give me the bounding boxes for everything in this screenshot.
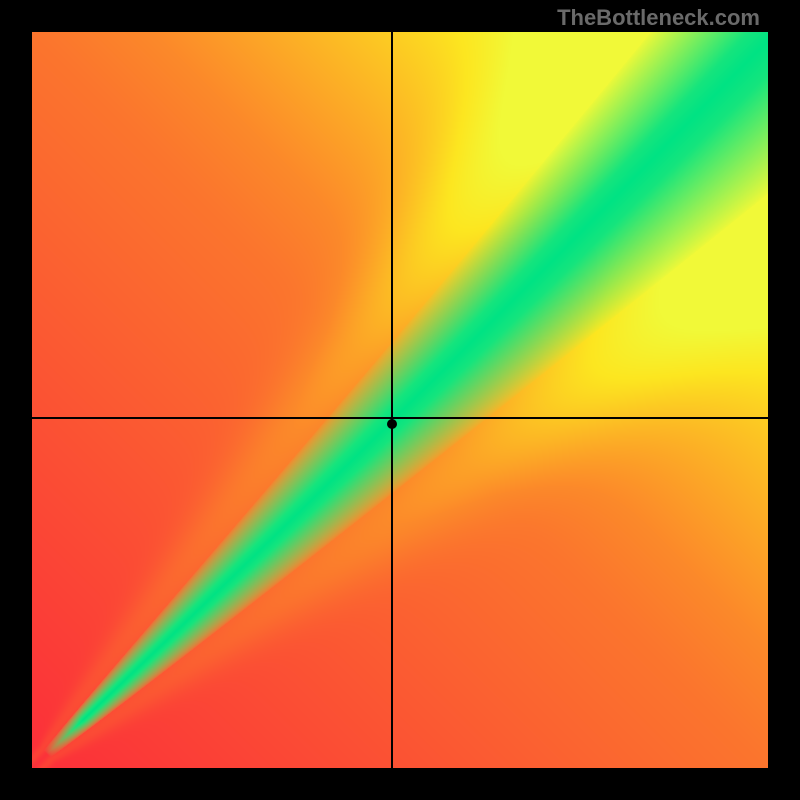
crosshair-dot — [387, 419, 397, 429]
bottleneck-heatmap — [32, 32, 768, 768]
crosshair-horizontal — [32, 417, 768, 419]
watermark-text: TheBottleneck.com — [557, 5, 760, 31]
chart-stage: { "watermark": { "text": "TheBottleneck.… — [0, 0, 800, 800]
crosshair-vertical — [391, 32, 393, 768]
